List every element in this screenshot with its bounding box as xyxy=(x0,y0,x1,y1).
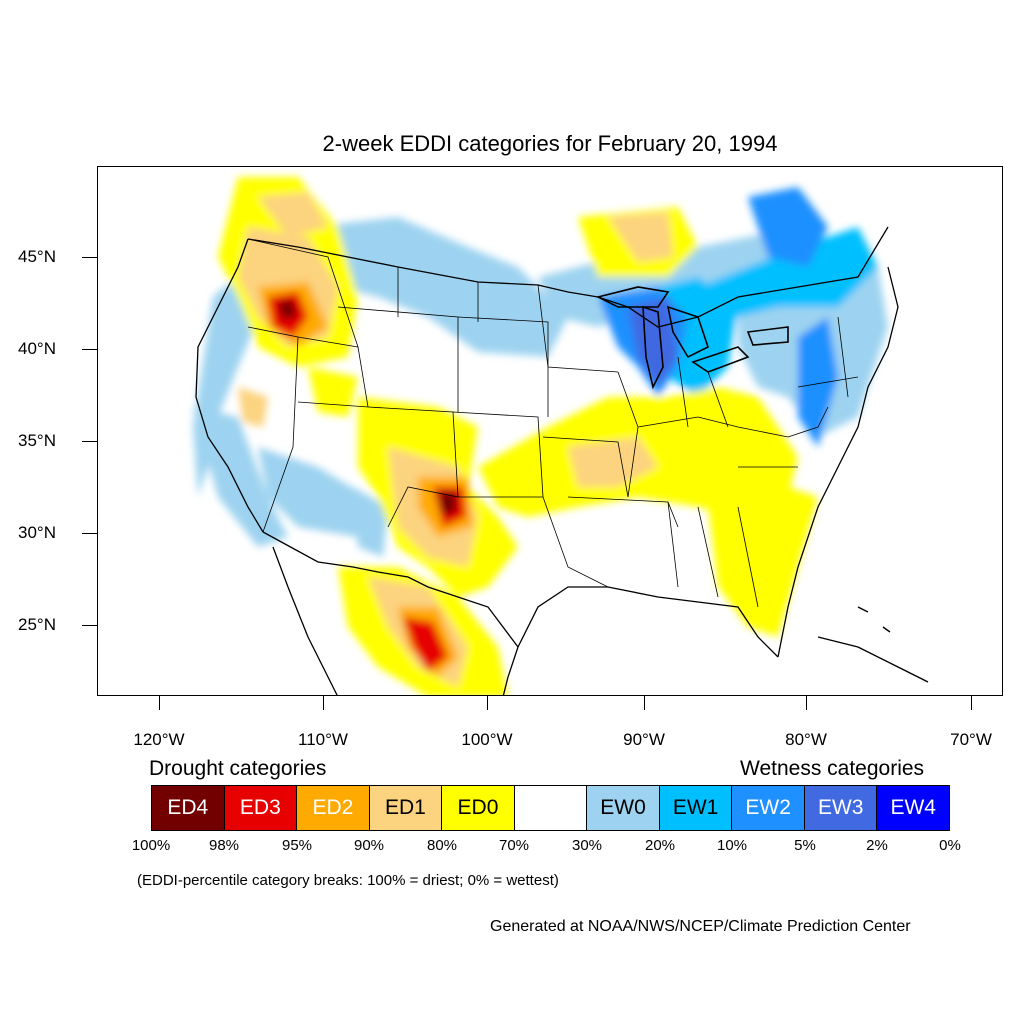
ed4-region-texas xyxy=(438,492,456,515)
west-coastline xyxy=(195,238,264,533)
legend-cell-normal xyxy=(514,786,588,830)
legend-label-ew1: EW1 xyxy=(672,796,719,819)
us-canada-border xyxy=(247,226,889,328)
legend-cell-ed2: ED2 xyxy=(297,786,370,830)
mexico-gulf-coast xyxy=(502,646,519,695)
lon-tick-90 xyxy=(644,696,645,710)
pct-break: 100% xyxy=(131,837,171,854)
ew1-region-quebec xyxy=(698,227,878,317)
lake-superior xyxy=(595,286,670,308)
lat-label-40: 40°N xyxy=(18,339,56,358)
lon-tick-70 xyxy=(971,696,972,710)
ew0-region-new-mexico xyxy=(353,487,388,557)
us-mexico-border xyxy=(262,531,519,648)
ew0-region-northern-plains xyxy=(308,217,568,357)
ew2-region-quebec xyxy=(748,187,828,267)
legend-cell-ew1: EW1 xyxy=(659,786,733,830)
ew2-region-ny xyxy=(798,317,838,447)
pct-break: 90% xyxy=(353,837,385,854)
legend-cell-ew2: EW2 xyxy=(732,786,805,830)
cuba xyxy=(817,636,929,683)
pct-break: 98% xyxy=(208,837,240,854)
lat-tick-25 xyxy=(82,625,97,626)
ed1-region-arkansas xyxy=(568,437,658,487)
lon-label-100: 100°W xyxy=(461,730,513,749)
legend-label-ew4: EW4 xyxy=(890,796,936,819)
state-borders xyxy=(247,238,859,608)
category-legend: ED4 ED3 ED2 ED1 ED0 EW0 EW1 EW2 EW3 EW4 xyxy=(151,785,950,831)
lon-tick-110 xyxy=(323,696,324,710)
pct-break: 2% xyxy=(866,837,888,854)
pct-break: 5% xyxy=(794,837,816,854)
pct-break: 30% xyxy=(571,837,603,854)
islands xyxy=(817,606,929,683)
legend-label-ed1: ED1 xyxy=(384,796,426,819)
lon-label-120: 120°W xyxy=(133,730,185,749)
lon-tick-120 xyxy=(159,696,160,710)
lat-label-30: 30°N xyxy=(18,523,56,542)
ed1-region-nevada xyxy=(238,387,268,427)
lat-label-35: 35°N xyxy=(18,431,56,450)
credit-line: Generated at NOAA/NWS/NCEP/Climate Predi… xyxy=(490,918,911,935)
lat-label-45: 45°N xyxy=(18,247,56,266)
map-panel xyxy=(97,166,1003,696)
legend-label-ew3: EW3 xyxy=(817,796,864,819)
lon-label-80: 80°W xyxy=(785,730,827,749)
category-regions xyxy=(193,177,888,695)
legend-cell-ed3: ED3 xyxy=(224,786,298,830)
pct-break: 20% xyxy=(644,837,676,854)
ed0-region-southeast xyxy=(708,487,818,637)
lon-tick-80 xyxy=(806,696,807,710)
east-coastline xyxy=(777,266,899,658)
lon-label-70: 70°W xyxy=(950,730,992,749)
wetness-categories-heading: Wetness categories xyxy=(740,757,925,780)
ew0-region-california xyxy=(193,407,288,547)
pct-break: 0% xyxy=(939,837,961,854)
legend-label-ed4: ED4 xyxy=(167,796,209,819)
pct-break: 10% xyxy=(716,837,748,854)
great-lakes xyxy=(595,286,789,390)
lake-ontario xyxy=(746,326,789,346)
map-title: 2-week EDDI categories for February 20, … xyxy=(322,131,778,156)
category-note: (EDDI-percentile category breaks: 100% =… xyxy=(137,872,559,889)
legend-cell-ed0: ED0 xyxy=(442,786,515,830)
lon-label-90: 90°W xyxy=(623,730,665,749)
mexico-west-coast xyxy=(272,546,338,695)
lat-tick-45 xyxy=(82,257,97,258)
legend-cell-ew3: EW3 xyxy=(804,786,878,830)
pct-break: 80% xyxy=(426,837,458,854)
eddi-map xyxy=(193,177,929,695)
ed1-region-washington xyxy=(258,192,328,237)
legend-cell-ed4: ED4 xyxy=(152,786,225,830)
gulf-coastline xyxy=(517,586,779,658)
pct-break: 70% xyxy=(498,837,530,854)
country-borders xyxy=(195,226,899,695)
lon-tick-100 xyxy=(487,696,488,710)
ew3-region-lakes xyxy=(628,297,678,387)
legend-label-ed3: ED3 xyxy=(239,796,281,819)
legend-label-ed0: ED0 xyxy=(457,796,499,819)
lon-label-110: 110°W xyxy=(298,730,348,749)
ed0-region-utah xyxy=(308,367,358,417)
legend-cell-ew0: EW0 xyxy=(587,786,660,830)
ed1-region-ontario xyxy=(608,212,673,262)
lat-label-25: 25°N xyxy=(18,615,56,634)
ew0-region-great-basin xyxy=(258,447,368,537)
ed3-region-mexico xyxy=(403,617,448,672)
legend-label-ew0: EW0 xyxy=(600,796,646,819)
legend-label-ed2: ED2 xyxy=(312,796,354,819)
lake-michigan xyxy=(642,305,664,390)
drought-categories-heading: Drought categories xyxy=(149,757,327,780)
legend-label-ew2: EW2 xyxy=(745,796,791,819)
ed4-region-oregon xyxy=(278,300,296,319)
lake-erie xyxy=(691,346,750,373)
bahamas xyxy=(857,606,891,633)
lat-tick-35 xyxy=(82,441,97,442)
lake-huron xyxy=(666,305,709,359)
legend-cell-ew4: EW4 xyxy=(877,786,950,830)
lat-tick-40 xyxy=(82,349,97,350)
pct-break: 95% xyxy=(281,837,313,854)
legend-cell-ed1: ED1 xyxy=(369,786,443,830)
lat-tick-30 xyxy=(82,533,97,534)
